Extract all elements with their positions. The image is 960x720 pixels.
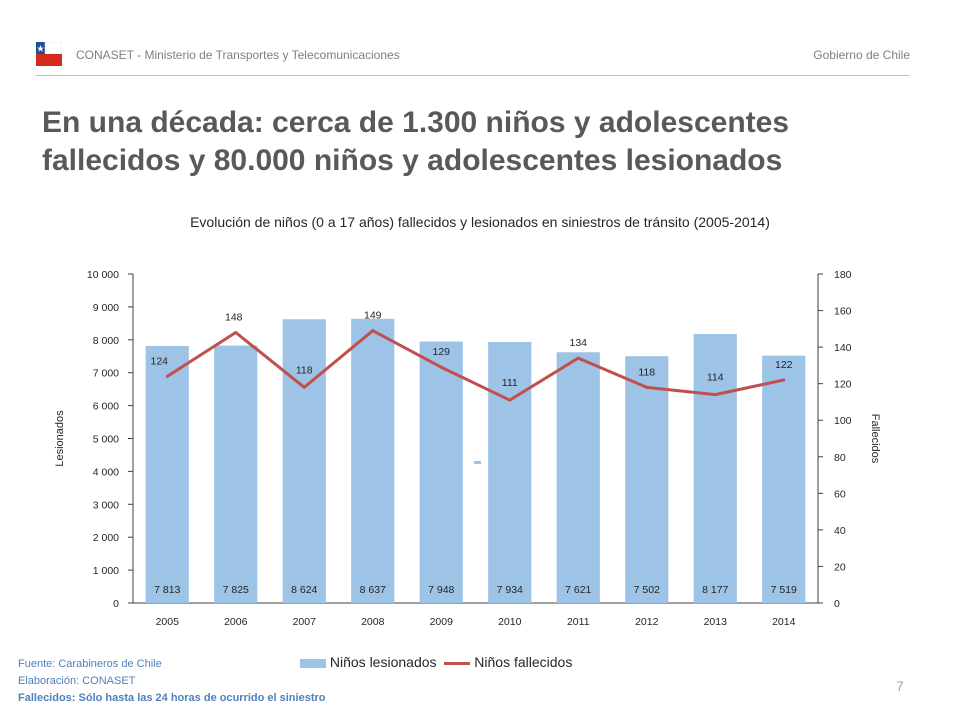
line-value-label: 124 (150, 355, 168, 367)
right-axis-tick-label: 80 (834, 452, 846, 464)
x-axis-tick-label: 2008 (361, 616, 385, 628)
slide-title-line-2: fallecidos y 80.000 niños y adolescentes… (42, 144, 783, 177)
header-divider (36, 75, 910, 76)
line-value-label: 118 (638, 366, 655, 378)
left-axis-tick-label: 2 000 (93, 532, 119, 544)
x-axis-tick-label: 2012 (635, 616, 659, 628)
bar-lesionados (145, 345, 189, 603)
chart-title: Evolución de niños (0 a 17 años) falleci… (190, 214, 770, 230)
stray-mark (474, 461, 481, 464)
bar-value-label: 8 177 (702, 584, 728, 596)
line-value-label: 148 (225, 311, 243, 323)
chart-legend: Niños lesionados Niños fallecidos (300, 653, 576, 670)
footer-note: Fallecidos: Sólo hasta las 24 horas de o… (18, 692, 326, 704)
right-axis-tick-label: 20 (834, 561, 846, 573)
line-value-label: 129 (432, 346, 450, 358)
legend-label-lesionados: Niños lesionados (329, 654, 437, 671)
line-point-fallecidos (371, 329, 375, 333)
footer-source: Fuente: Carabineros de Chile (18, 658, 162, 670)
legend-label-fallecidos: Niños fallecidos (474, 654, 573, 671)
left-axis-tick-label: 8 000 (93, 335, 119, 347)
chile-flag-icon (36, 42, 62, 66)
bar-value-label: 7 825 (223, 584, 249, 596)
left-axis-tick-label: 0 (113, 598, 119, 610)
bar-value-label: 7 621 (565, 584, 591, 596)
left-axis-tick-label: 1 000 (93, 565, 119, 577)
right-axis-tick-label: 100 (834, 415, 852, 427)
right-axis-tick-label: 160 (834, 306, 852, 318)
bar-lesionados (693, 333, 737, 603)
combo-chart: 0 1 000 2 000 3 000 4 000 5 000 6 000 7 000 8 00… (54, 269, 881, 628)
line-value-label: 122 (775, 359, 793, 371)
page-number: 7 (896, 678, 904, 694)
bar-lesionados (625, 356, 669, 603)
line-point-fallecidos (713, 393, 717, 397)
org-name: CONASET - Ministerio de Transportes y Te… (76, 48, 400, 62)
bar-value-label: 7 813 (154, 584, 180, 596)
right-axis-tick-label: 140 (834, 342, 852, 354)
bar-value-label: 7 519 (771, 584, 797, 596)
line-value-label: 114 (707, 372, 724, 384)
left-axis-title: Lesionados (54, 410, 66, 467)
slide-title: En una década: cerca de 1.300 niños y ad… (42, 104, 922, 180)
left-axis-tick-label: 5 000 (93, 434, 119, 446)
bar-value-label: 8 637 (360, 584, 386, 596)
bar-value-label: 7 934 (497, 584, 523, 596)
legend-item-fallecidos: Niños fallecidos (444, 654, 572, 670)
bar-value-label: 7 502 (634, 584, 660, 596)
line-point-fallecidos (576, 356, 580, 360)
line-value-label: 111 (502, 377, 518, 389)
line-fallecidos (166, 329, 785, 402)
bar-lesionados (214, 345, 258, 603)
right-axis-tick-label: 0 (834, 598, 840, 610)
x-axis-tick-label: 2007 (293, 616, 317, 628)
line-point-fallecidos (439, 365, 443, 369)
line-point-fallecidos (645, 385, 649, 389)
legend-item-lesionados: Niños lesionados (300, 654, 437, 670)
x-axis-tick-label: 2011 (567, 616, 590, 628)
bar-value-label: 8 624 (291, 584, 317, 596)
left-axis-tick-label: 7 000 (93, 368, 119, 380)
bar-lesionados (351, 318, 395, 603)
line-value-label: 118 (296, 364, 313, 376)
line-point-fallecidos (165, 374, 169, 378)
slide-title-line-1: En una década: cerca de 1.300 niños y ad… (42, 106, 789, 139)
bar-value-label: 7 948 (428, 584, 454, 596)
right-axis-tick-label: 40 (834, 525, 846, 537)
x-axis-tick-label: 2006 (224, 616, 248, 628)
line-value-label: 149 (364, 310, 382, 322)
legend-swatch-line (444, 662, 471, 666)
x-axis-tick-label: 2014 (772, 616, 796, 628)
left-axis-tick-label: 9 000 (93, 302, 119, 314)
left-axis-tick-label: 10 000 (87, 269, 119, 281)
bar-lesionados (282, 319, 326, 603)
right-axis-tick-label: 60 (834, 488, 846, 500)
bar-lesionados (419, 341, 463, 603)
left-axis-tick-label: 6 000 (93, 401, 119, 413)
government-name: Gobierno de Chile (813, 48, 910, 62)
left-axis-tick-label: 3 000 (93, 499, 119, 511)
line-point-fallecidos (234, 330, 238, 334)
x-axis-tick-label: 2010 (498, 616, 522, 628)
bar-lesionados (488, 341, 532, 603)
line-point-fallecidos (508, 398, 512, 402)
legend-swatch-bar (300, 659, 326, 669)
bar-lesionados (762, 355, 806, 603)
header-bar: CONASET - Ministerio de Transportes y Te… (36, 42, 910, 68)
footer-notes: Fuente: Carabineros de Chile Elaboración… (18, 656, 325, 707)
x-axis-tick-label: 2005 (156, 616, 180, 628)
left-axis-tick-label: 4 000 (93, 466, 119, 478)
line-point-fallecidos (782, 378, 786, 382)
footer-elaboration: Elaboración: CONASET (18, 675, 136, 687)
line-value-label: 134 (569, 337, 587, 349)
right-axis-tick-label: 120 (834, 379, 852, 391)
right-axis-title: Fallecidos (869, 414, 881, 464)
bar-lesionados (556, 352, 600, 603)
right-axis-tick-label: 180 (834, 269, 852, 281)
line-point-fallecidos (302, 385, 306, 389)
x-axis-tick-label: 2009 (430, 616, 454, 628)
x-axis-tick-label: 2013 (704, 616, 728, 628)
